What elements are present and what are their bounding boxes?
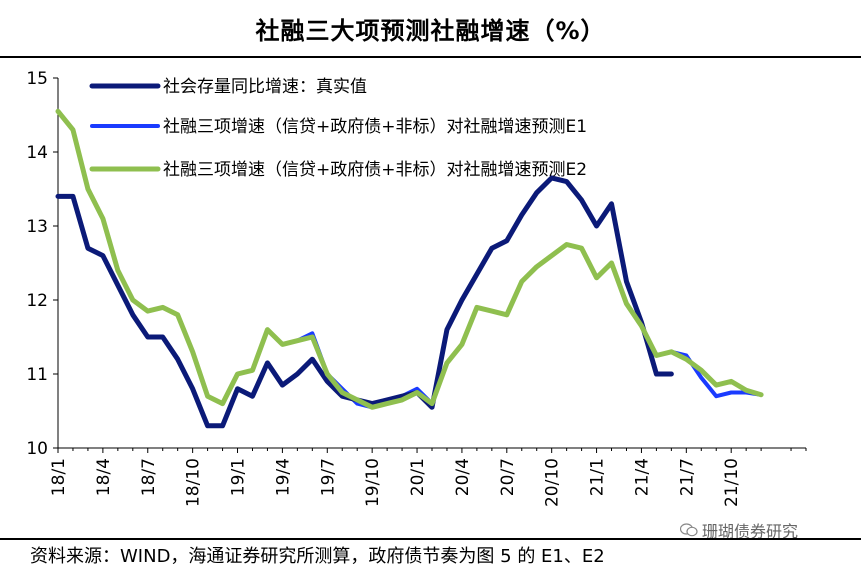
x-tick-label: 19/7 (318, 458, 338, 496)
top-rule (0, 56, 861, 58)
legend-label-1: 社会存量同比增速：真实值 (163, 77, 367, 97)
x-tick-label: 21/4 (632, 458, 652, 496)
series-line-3 (55, 108, 764, 410)
x-tick-label: 20/1 (408, 458, 428, 496)
line-chart: 10 11 12 13 14 15 18/1 18/4 18/7 18/10 19/1 19/4 19/… (26, 69, 807, 507)
y-tick-label: 14 (26, 143, 48, 163)
x-tick-label: 19/10 (363, 458, 383, 507)
x-tick-label: 18/4 (94, 458, 114, 496)
x-tick-label: 19/1 (229, 458, 249, 496)
x-tick-label: 21/1 (588, 458, 608, 496)
watermark-text: 珊瑚债券研究 (702, 522, 799, 541)
x-tick-label: 20/10 (543, 458, 563, 507)
y-tick-label: 10 (26, 439, 48, 459)
x-tick-label: 20/7 (498, 458, 518, 496)
y-tick-label: 15 (26, 69, 48, 89)
y-tick-label: 13 (26, 217, 48, 237)
wechat-icon (680, 523, 698, 537)
legend-label-3: 社融三项增速（信贷+政府债+非标）对社融增速预测E2 (163, 160, 587, 180)
chart-title: 社融三大项预测社融增速（%） (255, 16, 606, 45)
x-tick-label: 21/10 (722, 458, 742, 507)
series-line-1 (55, 175, 674, 429)
y-tick-label: 12 (26, 291, 48, 311)
x-tick-label: 18/7 (139, 458, 159, 496)
x-tick-label: 19/4 (273, 458, 293, 496)
y-tick-label: 11 (26, 365, 48, 385)
watermark: 珊瑚债券研究 (680, 518, 798, 542)
x-tick-label: 18/10 (184, 458, 204, 507)
x-tick-label: 21/7 (677, 458, 697, 496)
x-tick-label: 18/1 (49, 458, 69, 496)
bottom-rule (0, 538, 861, 540)
x-tick-label: 20/4 (453, 458, 473, 496)
chart-title-area: 社融三大项预测社融增速（%） (0, 0, 861, 56)
source-note: 资料来源：WIND，海通证券研究所测算，政府债节奏为图 5 的 E1、E2 (30, 546, 605, 567)
legend-label-2: 社融三项增速（信贷+政府债+非标）对社融增速预测E1 (163, 117, 587, 137)
